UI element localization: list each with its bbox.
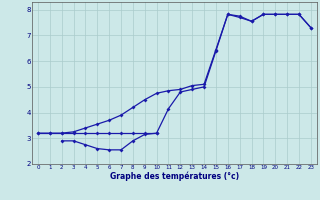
- X-axis label: Graphe des températures (°c): Graphe des températures (°c): [110, 171, 239, 181]
